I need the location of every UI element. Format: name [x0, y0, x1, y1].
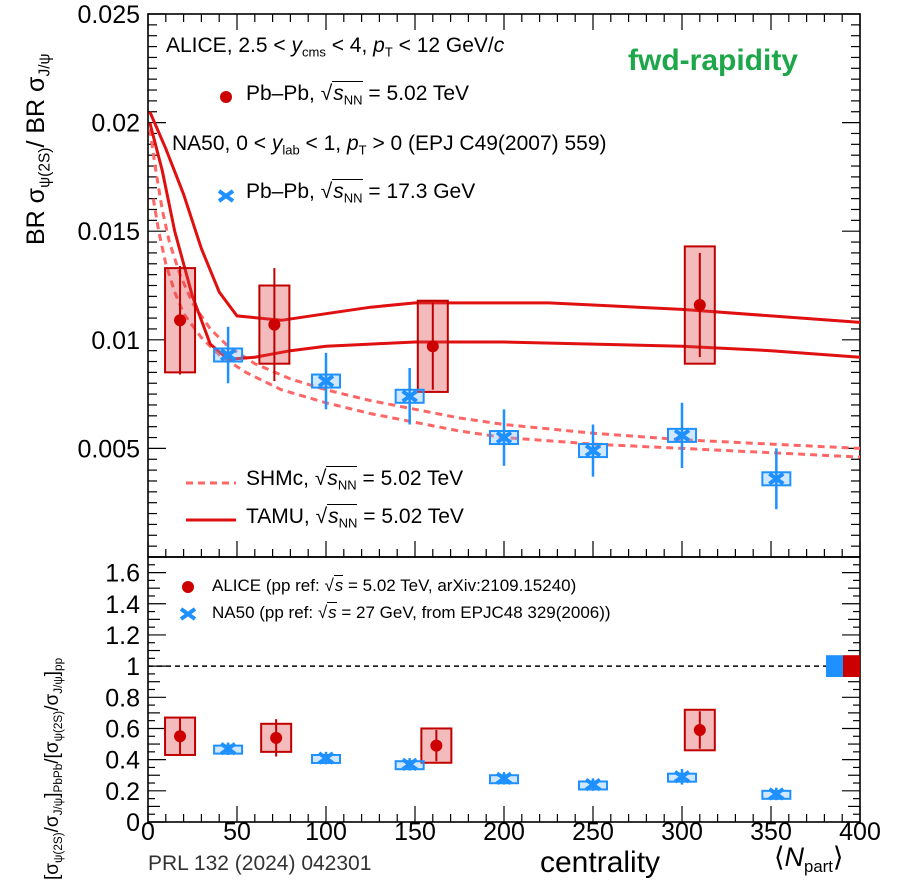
bottom-panel — [147, 556, 861, 823]
bottom-y-tick-label: 1.4 — [105, 591, 140, 619]
bottom-na50-point-cross-arm — [219, 742, 237, 756]
bottom-alice-point — [430, 739, 443, 752]
bottom-y-tick-label: 1.2 — [105, 622, 140, 650]
normalization-box-alice — [843, 655, 860, 678]
bottom-y-tick-label: 0.4 — [105, 747, 140, 775]
alice-legend-header: ALICE, 2.5 < ycms < 4, pT < 12 GeV/c — [166, 34, 505, 60]
legend-na50-marker-arm — [217, 189, 235, 203]
top-y-axis-label: BR σψ(2S)/ BR σJ/ψ — [22, 53, 54, 245]
top-y-tick-label: 0.02 — [91, 110, 140, 138]
top-na50-point-cross-arm — [219, 348, 237, 362]
bottom-alice-point — [270, 731, 283, 744]
shmc-curve-upper — [148, 128, 861, 450]
x-tick-label: 250 — [572, 818, 614, 846]
legend-na50-ratio-marker-arm — [179, 607, 197, 621]
top-alice-point — [693, 299, 706, 312]
shmc-legend-entry: SHMc, √sNN = 5.02 TeV — [246, 466, 464, 493]
bottom-na50-point-cross-arm — [317, 751, 335, 765]
bottom-na50-point-cross-arm — [673, 770, 691, 784]
bottom-na50-point-cross-arm — [768, 787, 785, 801]
top-na50-point-cross-arm — [317, 374, 335, 388]
x-tick-label: 200 — [483, 818, 525, 846]
tamu-curve-upper — [148, 111, 861, 324]
tamu-curve-lower — [148, 122, 861, 361]
na50-legend-header: NA50, 0 < ylab < 1, pT > 0 (EPJ C49(2007… — [172, 132, 607, 158]
top-na50-point-cross-arm — [673, 428, 691, 442]
x-axis-label: ⟨Npart⟩ — [774, 842, 844, 876]
top-na50-point-cross-arm — [495, 430, 513, 445]
top-y-tick-label: 0.005 — [77, 435, 140, 463]
citation: PRL 132 (2024) 042301 — [148, 852, 372, 875]
x-tick-label: 150 — [394, 818, 436, 846]
legend-alice-marker — [220, 91, 232, 103]
top-alice-point — [174, 314, 187, 327]
legend-alice-ratio-marker — [182, 581, 194, 593]
top-y-tick-label: 0.025 — [77, 1, 140, 29]
bottom-alice-point — [174, 730, 187, 743]
x-tick-label: 350 — [750, 818, 792, 846]
alice-legend-entry: Pb–Pb, √sNN = 5.02 TeV — [246, 81, 470, 108]
bottom-na50-point-cross-arm — [584, 777, 602, 792]
x-tick-label: 300 — [661, 818, 703, 846]
bottom-na50-point-cross-arm — [495, 771, 513, 785]
bottom-y-tick-label: 0.8 — [105, 684, 140, 712]
bottom-y-tick-label: 1 — [126, 653, 140, 681]
bottom-y-tick-label: 0.6 — [105, 715, 140, 743]
centrality-label: centrality — [540, 846, 661, 879]
bottom-y-tick-label: 0 — [126, 809, 140, 837]
tick-labels: 0 50 100 150 200 250 300 350 400 0.025 0.02 0.015 0.… — [77, 1, 880, 846]
na50-ratio-legend-entry: NA50 (pp ref: √s = 27 GeV, from EPJC48 3… — [212, 602, 611, 622]
x-tick-label: 400 — [839, 818, 881, 846]
x-tick-label: 50 — [223, 818, 251, 846]
top-na50-point-cross-arm — [768, 472, 785, 486]
top-na50-point-cross-arm — [401, 389, 418, 403]
top-alice-point — [268, 318, 281, 331]
normalization-box-na50 — [826, 655, 843, 678]
x-tick-label: 100 — [305, 818, 347, 846]
top-alice-point — [426, 340, 439, 353]
bottom-na50-point-cross-arm — [401, 757, 418, 771]
na50-legend-entry: Pb–Pb, √sNN = 17.3 GeV — [246, 179, 476, 206]
bottom-alice-point — [693, 724, 706, 737]
x-tick-label: 0 — [141, 818, 155, 846]
bottom-y-axis-label: [σψ(2S)/σJ/ψ]PbPb/[σψ(2S)/σJ/ψ]pp — [42, 657, 66, 880]
bottom-y-tick-label: 0.2 — [105, 778, 140, 806]
top-na50-point-cross-arm — [584, 443, 602, 458]
chart-marks — [148, 91, 861, 801]
top-y-tick-label: 0.01 — [91, 327, 140, 355]
fwd-rapidity-label: fwd-rapidity — [628, 44, 798, 77]
alice-ratio-legend-entry: ALICE (pp ref: √s = 5.02 TeV, arXiv:2109… — [212, 575, 577, 595]
bottom-y-tick-label: 1.6 — [105, 560, 140, 588]
top-y-tick-label: 0.015 — [77, 218, 140, 246]
tamu-legend-entry: TAMU, √sNN = 5.02 TeV — [246, 504, 464, 531]
